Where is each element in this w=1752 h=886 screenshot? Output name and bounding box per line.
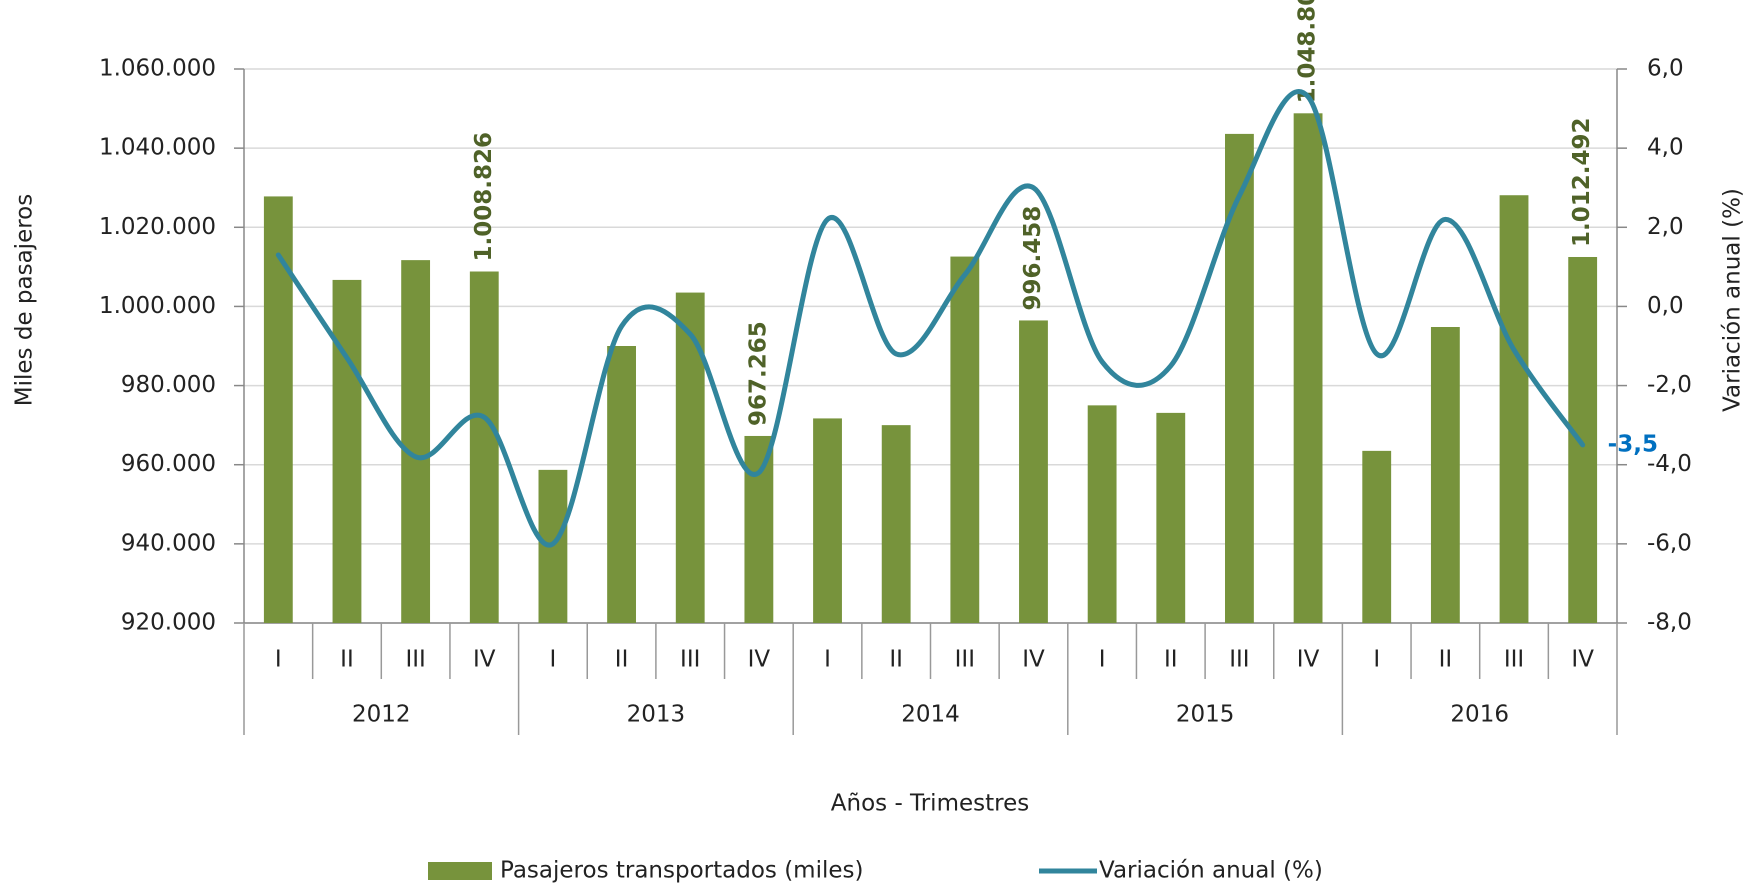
x-tick-label: II xyxy=(1439,647,1453,673)
legend-label: Variación anual (%) xyxy=(1099,858,1323,884)
y2-tick-label: -4,0 xyxy=(1647,451,1692,477)
y2-tick-label: -8,0 xyxy=(1647,610,1692,636)
x-tick-label: II xyxy=(615,647,629,673)
y-tick-label: 980.000 xyxy=(121,372,216,398)
y-tick-label: 1.060.000 xyxy=(99,56,216,82)
bar xyxy=(675,292,705,623)
bar xyxy=(332,279,362,623)
x-tick-label: IV xyxy=(1571,647,1594,673)
x-tick-label: I xyxy=(1099,647,1106,673)
x-tick-label: II xyxy=(1164,647,1178,673)
bar-value-label: 1.048.804 xyxy=(1295,0,1321,103)
x-group-label: 2015 xyxy=(1176,702,1235,728)
bar xyxy=(1430,327,1460,623)
x-group-label: 2013 xyxy=(627,702,686,728)
legend-swatch xyxy=(428,862,492,880)
x-group-label: 2012 xyxy=(352,702,411,728)
x-tick-label: IV xyxy=(1022,647,1045,673)
x-group-label: 2014 xyxy=(901,702,960,728)
x-tick-label: II xyxy=(889,647,903,673)
bar xyxy=(950,256,980,623)
bar xyxy=(401,260,431,623)
bar xyxy=(813,418,842,623)
x-group-label: 2016 xyxy=(1450,702,1509,728)
y-tick-label: 1.000.000 xyxy=(99,293,216,319)
y-axis-title: Miles de pasajeros xyxy=(12,194,38,406)
y-tick-label: 960.000 xyxy=(121,451,216,477)
bar-value-label: 967.265 xyxy=(745,321,771,426)
x-tick-label: I xyxy=(824,647,831,673)
line xyxy=(275,89,1586,548)
bar-value-label: 1.008.826 xyxy=(471,132,497,262)
y2-tick-label: -2,0 xyxy=(1647,372,1692,398)
x-tick-label: III xyxy=(955,647,975,673)
bar xyxy=(469,271,499,623)
x-tick-label: I xyxy=(1373,647,1380,673)
y-tick-label: 940.000 xyxy=(121,530,216,556)
x-tick-label: III xyxy=(1229,647,1249,673)
x-tick-label: I xyxy=(550,647,557,673)
y2-axis-title: Variación anual (%) xyxy=(1720,188,1746,412)
x-tick-label: II xyxy=(340,647,354,673)
bar xyxy=(1225,133,1254,623)
y2-tick-label: 6,0 xyxy=(1647,56,1684,82)
x-axis-title: Años - Trimestres xyxy=(831,791,1029,817)
bar xyxy=(1568,256,1598,623)
x-tick-label: IV xyxy=(1297,647,1320,673)
bar xyxy=(1293,113,1323,623)
bar xyxy=(1087,405,1117,623)
bar xyxy=(1156,412,1186,623)
bar xyxy=(1019,320,1048,623)
x-tick-label: IV xyxy=(473,647,496,673)
bar-value-label: 996.458 xyxy=(1020,206,1046,311)
line-value-label: -3,5 xyxy=(1608,431,1658,457)
y2-tick-label: 2,0 xyxy=(1647,214,1684,240)
x-tick-label: IV xyxy=(748,647,771,673)
bar-value-label: 1.012.492 xyxy=(1569,117,1595,247)
y2-tick-label: -6,0 xyxy=(1647,530,1692,556)
bar xyxy=(263,196,293,624)
bar xyxy=(1499,195,1529,624)
x-tick-label: III xyxy=(1504,647,1524,673)
y-tick-label: 920.000 xyxy=(121,610,216,636)
x-tick-label: III xyxy=(680,647,700,673)
y2-tick-label: 4,0 xyxy=(1647,135,1684,161)
x-tick-label: I xyxy=(275,647,282,673)
legend-label: Pasajeros transportados (miles) xyxy=(500,858,863,884)
bar xyxy=(744,435,774,623)
y-tick-label: 1.020.000 xyxy=(99,214,216,240)
bar xyxy=(607,346,636,623)
y-tick-label: 1.040.000 xyxy=(99,135,216,161)
y2-tick-label: 0,0 xyxy=(1647,293,1684,319)
x-tick-label: III xyxy=(405,647,425,673)
bar xyxy=(881,425,911,623)
bar xyxy=(1362,450,1392,623)
